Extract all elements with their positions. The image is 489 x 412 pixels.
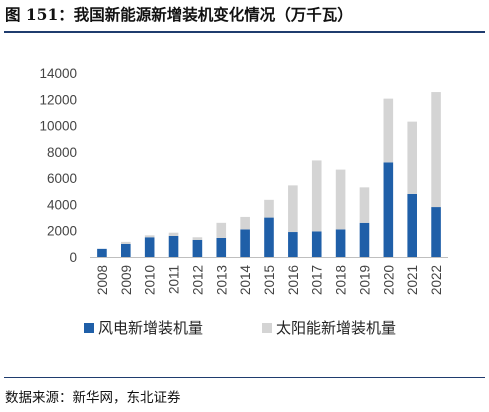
legend-swatch-wind <box>84 323 94 333</box>
x-tick-label: 2012 <box>190 265 205 295</box>
bar-solar-segment <box>335 169 346 230</box>
y-tick-label: 14000 <box>39 66 77 81</box>
x-tick-label: 2008 <box>95 265 110 295</box>
legend: 风电新增装机量 太阳能新增装机量 <box>84 319 396 337</box>
bar-solar-segment <box>216 222 227 238</box>
bar-wind-segment <box>311 231 322 257</box>
bar-solar-segment <box>383 98 394 163</box>
bar-solar-segment <box>240 216 250 230</box>
bar-solar-segment <box>121 241 131 244</box>
y-tick-label: 12000 <box>39 92 77 107</box>
bar-wind-segment <box>359 222 370 257</box>
x-tick-label: 2016 <box>286 265 301 295</box>
bar-wind-segment <box>216 237 227 257</box>
x-tick-label: 2010 <box>143 265 158 295</box>
x-tick-label: 2017 <box>310 265 325 295</box>
bar-wind-segment <box>335 229 346 257</box>
y-tick-label: 2000 <box>47 224 77 239</box>
x-tick-label: 2018 <box>334 265 349 295</box>
source-note: 数据来源：新华网，东北证券 <box>5 390 181 406</box>
y-tick-label: 6000 <box>47 171 77 186</box>
y-tick-label: 4000 <box>47 197 77 212</box>
bar-wind-segment <box>264 217 274 257</box>
legend-label-wind: 风电新增装机量 <box>98 319 203 337</box>
x-tick-label: 2011 <box>167 265 182 294</box>
bar-wind-segment <box>97 248 107 257</box>
bar-solar-segment <box>431 92 441 208</box>
bar-solar-segment <box>288 185 298 233</box>
x-tick-label: 2009 <box>119 265 134 295</box>
title-rule <box>4 31 485 33</box>
bar-wind-segment <box>121 243 131 257</box>
bar-solar-segment <box>407 121 417 194</box>
bar-wind-segment <box>383 162 394 257</box>
bar-wind-segment <box>431 207 441 257</box>
bar-wind-segment <box>407 193 417 257</box>
bar-wind-segment <box>168 235 179 257</box>
bars <box>97 92 441 257</box>
x-axis: 2008 2009 2010 2011 2012 2013 2014 2015 2016 2017… <box>90 257 448 296</box>
bar-solar-segment <box>168 232 179 236</box>
bar-wind-segment <box>144 237 155 257</box>
bar-solar-segment <box>311 160 322 232</box>
y-axis: 0 2000 4000 6000 8000 10000 12000 14000 <box>39 66 77 265</box>
y-tick-label: 8000 <box>47 145 77 160</box>
bar-wind-segment <box>240 229 250 257</box>
x-tick-label: 2019 <box>357 265 372 295</box>
x-tick-label: 2021 <box>405 265 420 295</box>
y-tick-label: 10000 <box>39 119 77 134</box>
y-tick-label: 0 <box>69 250 77 265</box>
figure-title: 图 151：我国新能源新增装机变化情况（万千瓦） <box>5 5 353 24</box>
bar-solar-segment <box>144 235 155 238</box>
bar-wind-segment <box>192 239 203 257</box>
legend-swatch-solar <box>262 323 272 333</box>
bar-solar-segment <box>264 199 274 218</box>
bar-solar-segment <box>359 187 370 223</box>
legend-label-solar: 太阳能新增装机量 <box>276 319 396 337</box>
x-tick-label: 2022 <box>429 265 444 295</box>
source-rule <box>4 377 485 378</box>
x-tick-label: 2015 <box>262 265 277 295</box>
x-tick-label: 2013 <box>214 265 229 295</box>
bar-solar-segment <box>192 237 203 240</box>
bar-wind-segment <box>288 232 298 257</box>
x-tick-label: 2020 <box>381 265 396 295</box>
x-tick-label: 2014 <box>238 265 253 296</box>
